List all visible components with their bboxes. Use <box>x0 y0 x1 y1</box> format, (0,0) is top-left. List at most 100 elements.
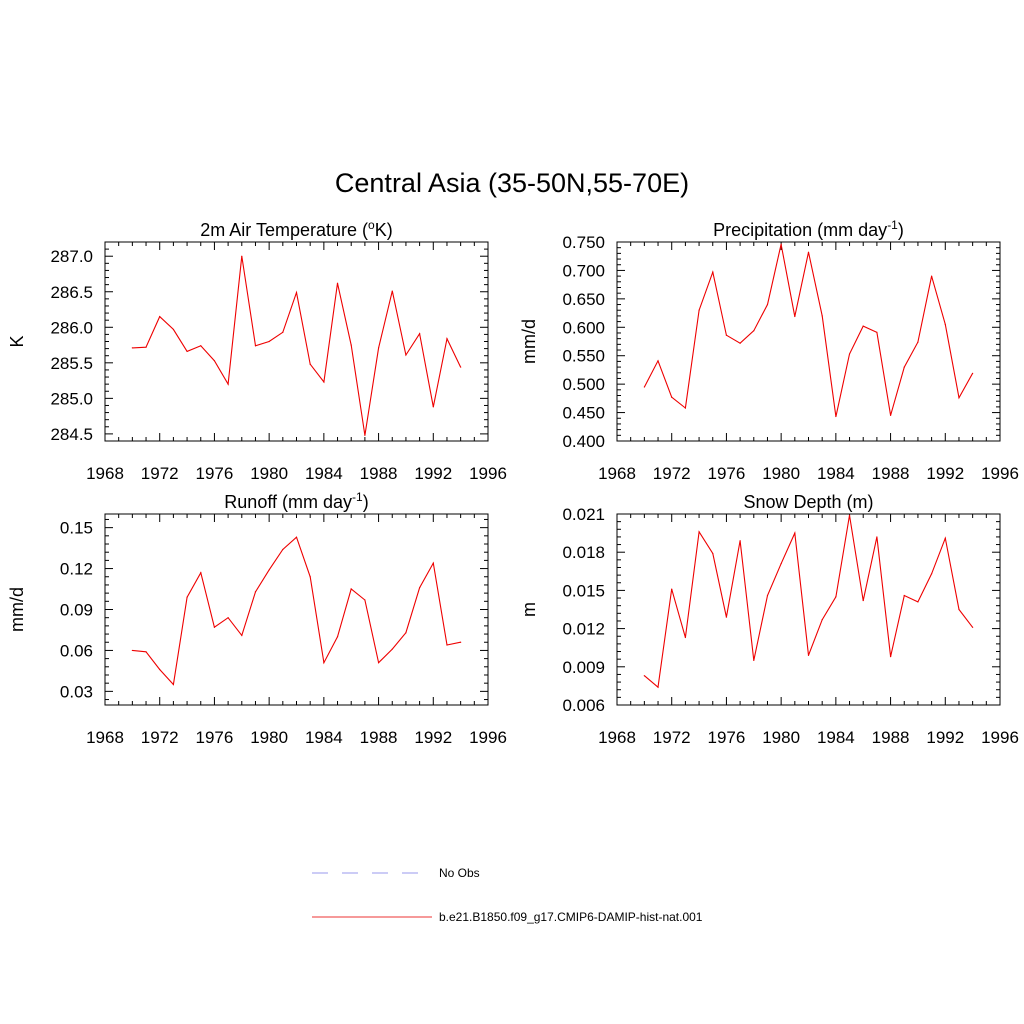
panel-title-part: o <box>368 218 375 232</box>
data-point <box>876 536 878 538</box>
x-tick-label: 1980 <box>762 728 800 747</box>
plot-frame <box>104 513 489 706</box>
data-point <box>336 282 339 284</box>
panel-title-part: K) <box>375 220 393 240</box>
x-tick-label: 1968 <box>86 728 124 747</box>
y-tick-label: 0.12 <box>60 560 93 579</box>
series-line <box>644 515 974 689</box>
plot-frame <box>616 513 1001 706</box>
plot-frame <box>104 241 489 442</box>
series-line <box>643 244 974 417</box>
y-tick-label: 287.0 <box>50 247 93 266</box>
data-point <box>460 366 462 368</box>
data-point <box>931 275 933 277</box>
data-point <box>282 331 284 333</box>
x-tick-label: 1996 <box>981 464 1019 483</box>
x-tick-label: 1984 <box>305 728 343 747</box>
data-point <box>862 325 864 327</box>
panel-title-part: ) <box>898 220 904 240</box>
x-tick-label: 1984 <box>305 464 343 483</box>
data-point <box>419 333 421 335</box>
panel-title-part: Precipitation (mm day <box>713 220 887 240</box>
data-point <box>917 341 919 343</box>
x-tick-label: 1992 <box>926 728 964 747</box>
y-tick-label: 285.5 <box>50 354 93 373</box>
x-tick-label: 1992 <box>414 728 452 747</box>
data-point <box>254 591 257 593</box>
data-point <box>432 406 434 408</box>
x-tick-label: 1976 <box>196 464 234 483</box>
y-axis-label: K <box>7 335 27 347</box>
x-tick-label: 1996 <box>981 728 1019 747</box>
data-point <box>780 243 782 245</box>
data-point <box>958 608 960 611</box>
x-tick-label: 1996 <box>469 464 507 483</box>
data-point <box>821 315 823 317</box>
data-point <box>835 415 837 418</box>
data-point <box>944 323 946 326</box>
data-point <box>241 255 243 257</box>
y-tick-label: 0.650 <box>562 290 605 309</box>
data-point <box>944 537 946 539</box>
panel-title-part: 2m Air Temperature ( <box>200 220 368 240</box>
data-point <box>200 345 202 347</box>
series-line <box>132 256 462 436</box>
data-point <box>807 654 810 656</box>
x-tick-label: 1984 <box>817 464 855 483</box>
data-point <box>159 668 161 671</box>
x-tick-label: 1980 <box>250 464 288 483</box>
data-point <box>753 330 755 332</box>
panel-title: Precipitation (mm day-1) <box>713 218 904 240</box>
data-point <box>446 338 448 340</box>
data-point <box>350 588 352 590</box>
page-title: Central Asia (35-50N,55-70E) <box>334 168 690 198</box>
x-tick-label: 1980 <box>762 464 800 483</box>
y-tick-label: 0.450 <box>562 404 605 423</box>
y-tick-label: 286.0 <box>50 318 93 337</box>
data-point <box>460 641 462 643</box>
y-axis-label: mm/d <box>7 587 27 632</box>
y-tick-label: 286.5 <box>50 283 93 302</box>
data-point <box>131 649 133 652</box>
y-tick-label: 0.006 <box>562 696 605 715</box>
y-tick-label: 0.06 <box>60 641 93 660</box>
data-point <box>377 662 380 664</box>
data-point <box>268 340 270 343</box>
y-tick-label: 0.09 <box>60 601 93 620</box>
x-tick-label: 1972 <box>141 464 179 483</box>
x-tick-label: 1968 <box>598 728 636 747</box>
data-point <box>725 616 728 618</box>
legend-label: b.e21.B1850.f09_g17.CMIP6-DAMIP-hist-nat… <box>439 910 703 924</box>
data-point <box>821 619 823 621</box>
data-point <box>145 651 147 653</box>
data-point <box>698 309 700 311</box>
data-point <box>876 331 878 334</box>
data-point <box>903 366 905 368</box>
data-point <box>419 587 421 589</box>
data-point <box>446 644 448 646</box>
x-tick-label: 1972 <box>653 728 691 747</box>
y-tick-label: 0.009 <box>562 658 605 677</box>
data-point <box>213 360 216 362</box>
x-tick-label: 1988 <box>872 464 910 483</box>
y-tick-label: 0.500 <box>562 375 605 394</box>
data-point <box>931 573 933 575</box>
data-point <box>835 596 837 598</box>
data-point <box>200 572 202 574</box>
data-point <box>725 334 728 336</box>
x-tick-label: 1984 <box>817 728 855 747</box>
x-tick-label: 1980 <box>250 728 288 747</box>
y-tick-label: 284.5 <box>50 425 93 444</box>
data-point <box>131 347 133 349</box>
series-line <box>132 536 461 686</box>
panel-title: Snow Depth (m) <box>743 492 873 512</box>
data-point <box>241 634 243 637</box>
data-point <box>889 656 892 658</box>
data-point <box>739 540 741 542</box>
x-tick-label: 1976 <box>708 728 746 747</box>
data-point <box>684 407 686 409</box>
x-tick-label: 1992 <box>414 464 452 483</box>
x-tick-label: 1988 <box>360 728 398 747</box>
data-point <box>159 316 161 318</box>
